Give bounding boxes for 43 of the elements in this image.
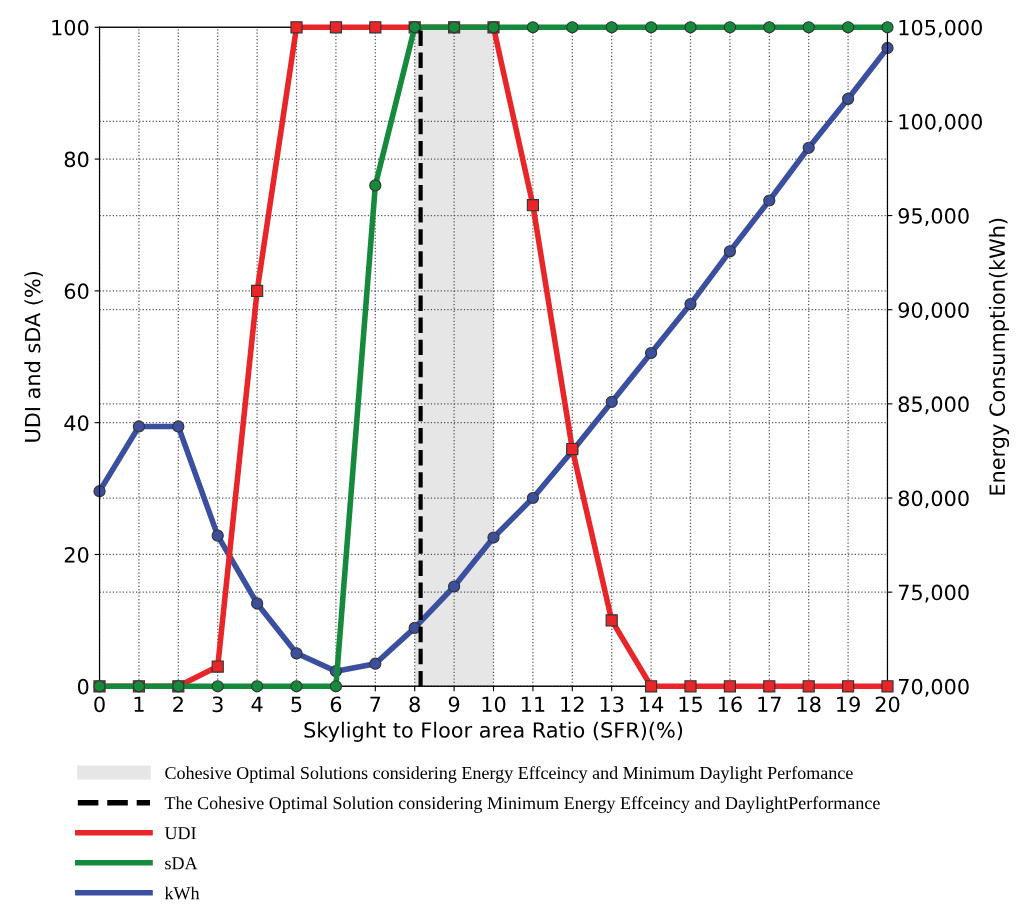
y2-tick-label: 100,000 [899, 113, 982, 132]
x-tick-label: 5 [291, 696, 302, 713]
y-tick-label: 80 [64, 151, 89, 168]
y2-tick-label: 70,000 [898, 678, 969, 697]
x-tick-label: 16 [718, 696, 742, 713]
x-tick-label: 6 [330, 696, 342, 713]
x-tick-label: 0 [94, 696, 105, 713]
x-tick-label: 3 [212, 696, 223, 713]
y2-tick-label: 90,000 [898, 302, 969, 321]
x-axis-title: Skylight to Floor area Ratio (SFR)(%) [304, 721, 683, 742]
x-tick-label: 18 [797, 696, 821, 713]
x-tick-label: 14 [640, 696, 664, 712]
x-tick-label: 7 [370, 696, 381, 712]
x-tick-label: 10 [482, 696, 506, 713]
legend-label: kWh [164, 886, 200, 900]
y2-tick-label: 75,000 [898, 584, 969, 603]
y2-tick-label: 95,000 [898, 208, 969, 226]
x-tick-label: 4 [251, 696, 263, 712]
x-tick-label: 13 [600, 696, 624, 713]
x-tick-label: 20 [875, 696, 900, 713]
x-tick-label: 1 [134, 696, 144, 712]
x-tick-label: 2 [173, 696, 183, 712]
legend-label: Cohesive Optimal Solutions considering Energy Effceincy and Minimum Daylight Perfomance [165, 766, 853, 783]
x-tick-label: 11 [521, 696, 545, 712]
x-tick-label: 15 [679, 696, 702, 713]
y-tick-label: 40 [64, 415, 89, 431]
legend-label: The Cohesive Optimal Solution considering Minimum Energy Effceincy and DaylightPerformance [164, 796, 880, 813]
y2-axis-title: Energy Consumption(kWh) [988, 218, 1010, 495]
y-tick-label: 100 [52, 19, 89, 36]
x-tick-label: 9 [448, 696, 460, 713]
legend-label: sDA [165, 857, 198, 870]
y-tick-label: 60 [64, 283, 89, 300]
x-tick-label: 17 [758, 696, 781, 712]
x-tick-label: 8 [409, 696, 420, 713]
y2-tick-label: 80,000 [898, 490, 969, 509]
y-axis-title: UDI and sDA (%) [24, 271, 43, 442]
x-tick-label: 19 [837, 696, 860, 713]
x-tick-label: 12 [561, 696, 584, 712]
y-tick-label: 0 [77, 678, 89, 695]
y2-tick-label: 105,000 [899, 19, 982, 38]
legend-label: UDI [164, 827, 196, 840]
y-tick-label: 20 [64, 546, 89, 563]
y2-tick-label: 85,000 [898, 396, 969, 415]
